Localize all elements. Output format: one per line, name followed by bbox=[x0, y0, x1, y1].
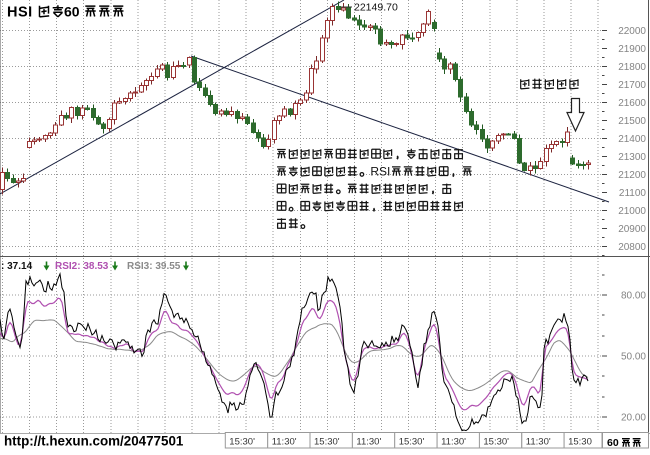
svg-text:21100: 21100 bbox=[619, 188, 647, 199]
svg-text:20900: 20900 bbox=[618, 224, 646, 235]
svg-text:21300: 21300 bbox=[618, 152, 646, 163]
svg-text:21600: 21600 bbox=[618, 98, 646, 109]
svg-text:20.00: 20.00 bbox=[621, 413, 646, 424]
svg-text:15:30': 15:30' bbox=[314, 437, 340, 448]
svg-text:80.00: 80.00 bbox=[621, 291, 646, 302]
svg-text:: 37.14: : 37.14 bbox=[1, 261, 33, 272]
svg-text:15:30': 15:30' bbox=[229, 437, 255, 448]
svg-text:21200: 21200 bbox=[618, 170, 646, 181]
svg-text:50.00: 50.00 bbox=[621, 352, 646, 363]
svg-text:15:30: 15:30 bbox=[568, 437, 592, 448]
svg-text:22000: 22000 bbox=[618, 26, 646, 37]
svg-text:15:30': 15:30' bbox=[399, 437, 425, 448]
svg-text:21800: 21800 bbox=[618, 62, 646, 73]
svg-text:11:30': 11:30' bbox=[272, 437, 297, 448]
svg-text:21400: 21400 bbox=[618, 134, 646, 145]
svg-text:21500: 21500 bbox=[618, 116, 646, 127]
svg-text:60: 60 bbox=[64, 4, 80, 20]
svg-text:60: 60 bbox=[607, 437, 619, 449]
svg-text:20800: 20800 bbox=[618, 242, 646, 253]
svg-text:HSI: HSI bbox=[7, 5, 33, 21]
svg-text:RSI2: 38.53: RSI2: 38.53 bbox=[55, 261, 109, 272]
svg-text:21900: 21900 bbox=[618, 44, 646, 55]
svg-text:22149.70: 22149.70 bbox=[354, 2, 398, 14]
svg-text:21700: 21700 bbox=[618, 80, 646, 91]
svg-text:15:30': 15:30' bbox=[483, 437, 509, 448]
svg-text:11:30': 11:30' bbox=[356, 437, 381, 448]
svg-text:RSI3: 39.55: RSI3: 39.55 bbox=[127, 261, 181, 272]
svg-text:RSI: RSI bbox=[370, 165, 390, 179]
svg-text:11:30': 11:30' bbox=[441, 437, 466, 448]
svg-text:21000: 21000 bbox=[618, 206, 646, 217]
svg-text:http://t.hexun.com/20477501: http://t.hexun.com/20477501 bbox=[4, 434, 184, 449]
svg-text:11:30': 11:30' bbox=[526, 437, 551, 448]
